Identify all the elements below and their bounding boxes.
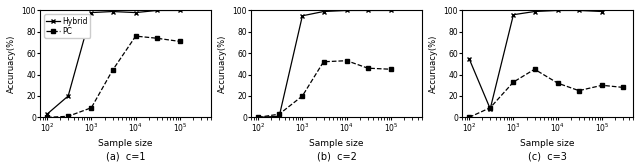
Hybrid (109, 11, 116, 13)
PC (486, 107, 494, 109)
PC (509, 81, 517, 83)
PC (153, 37, 161, 39)
X-axis label: Sample size: Sample size (309, 140, 364, 148)
Hybrid (364, 9, 372, 11)
Line: PC: PC (256, 59, 393, 119)
PC (598, 84, 606, 86)
Hybrid (132, 12, 140, 14)
Text: (b)  c=2: (b) c=2 (317, 151, 356, 161)
PC (387, 68, 395, 70)
Hybrid (275, 115, 283, 117)
Hybrid (88, 12, 95, 14)
Hybrid (298, 15, 306, 17)
PC (620, 86, 627, 88)
Hybrid (575, 9, 583, 11)
Hybrid (598, 11, 606, 13)
Legend: Hybrid, PC: Hybrid, PC (44, 14, 90, 38)
Line: PC: PC (467, 67, 625, 119)
Hybrid (43, 113, 51, 115)
Text: (a)  c=1: (a) c=1 (106, 151, 145, 161)
Y-axis label: Accuruacy(%): Accuruacy(%) (7, 35, 16, 93)
Line: Hybrid: Hybrid (255, 8, 394, 120)
X-axis label: Sample size: Sample size (99, 140, 153, 148)
PC (298, 95, 306, 97)
PC (132, 35, 140, 37)
Text: (c)  c=3: (c) c=3 (528, 151, 567, 161)
Y-axis label: Accuruacy(%): Accuruacy(%) (429, 35, 438, 93)
PC (65, 115, 72, 117)
Hybrid (554, 9, 561, 11)
Hybrid (153, 9, 161, 11)
Hybrid (531, 11, 538, 13)
Hybrid (65, 95, 72, 97)
Hybrid (254, 116, 262, 118)
PC (554, 82, 561, 84)
Line: PC: PC (45, 34, 182, 119)
Line: Hybrid: Hybrid (45, 8, 182, 117)
Hybrid (486, 108, 494, 110)
X-axis label: Sample size: Sample size (520, 140, 575, 148)
Hybrid (509, 14, 517, 16)
PC (254, 116, 262, 118)
PC (43, 116, 51, 118)
PC (320, 61, 328, 63)
PC (88, 107, 95, 109)
PC (531, 68, 538, 70)
Hybrid (387, 9, 395, 11)
PC (575, 90, 583, 92)
Y-axis label: Accuruacy(%): Accuruacy(%) (218, 35, 227, 93)
Hybrid (320, 11, 328, 13)
Hybrid (176, 9, 184, 11)
PC (176, 40, 184, 42)
Hybrid (465, 58, 473, 59)
PC (275, 113, 283, 115)
PC (343, 60, 351, 62)
Line: Hybrid: Hybrid (467, 8, 605, 111)
Hybrid (343, 9, 351, 11)
PC (465, 116, 473, 118)
PC (364, 67, 372, 69)
PC (109, 69, 116, 71)
